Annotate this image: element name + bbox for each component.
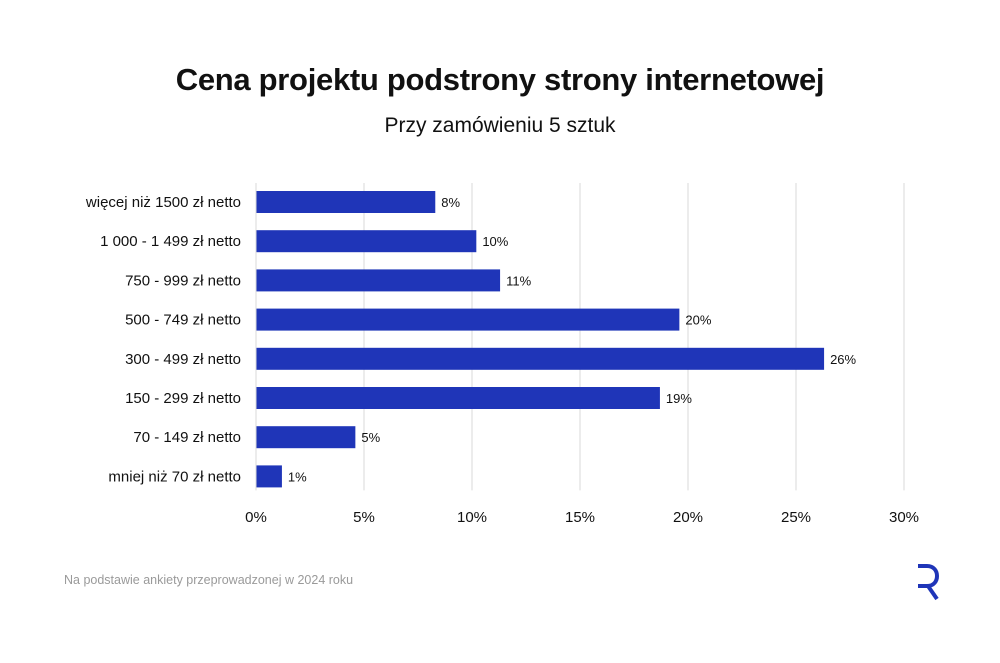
r-logo-icon	[918, 564, 940, 601]
bar	[256, 426, 356, 449]
category-label: 300 - 499 zł netto	[125, 351, 241, 368]
bar	[256, 191, 436, 213]
category-label: mniej niż 70 zł netto	[108, 468, 241, 485]
data-label: 1%	[288, 469, 307, 484]
data-label: 11%	[506, 273, 531, 288]
x-tick-label: 5%	[353, 509, 375, 526]
category-label: więcej niż 1500 zł netto	[85, 194, 241, 211]
data-label: 20%	[685, 313, 711, 328]
bar	[256, 308, 680, 331]
bar	[256, 269, 501, 292]
x-tick-label: 15%	[565, 509, 595, 526]
category-label: 70 - 149 zł netto	[133, 429, 241, 446]
source-footnote: Na podstawie ankiety przeprowadzonej w 2…	[64, 573, 354, 587]
x-tick-label: 0%	[245, 509, 267, 526]
x-tick-label: 10%	[457, 509, 487, 526]
category-label: 750 - 999 zł netto	[125, 272, 241, 289]
bar	[256, 347, 825, 370]
data-label: 5%	[361, 430, 380, 445]
bar	[256, 387, 660, 409]
data-label: 10%	[482, 234, 508, 249]
data-label: 26%	[830, 352, 856, 367]
x-tick-label: 25%	[781, 509, 811, 526]
x-tick-label: 20%	[673, 509, 703, 526]
chart-title: Cena projektu podstrony strony interneto…	[175, 62, 825, 97]
data-label: 19%	[666, 391, 692, 406]
data-label: 8%	[441, 195, 460, 210]
bar	[256, 465, 282, 488]
category-label: 1 000 - 1 499 zł netto	[100, 233, 241, 250]
x-tick-label: 30%	[889, 509, 919, 526]
chart-subtitle: Przy zamówieniu 5 sztuk	[384, 114, 616, 137]
category-label: 150 - 299 zł netto	[125, 390, 241, 407]
bar	[256, 230, 477, 253]
category-label: 500 - 749 zł netto	[125, 312, 241, 329]
